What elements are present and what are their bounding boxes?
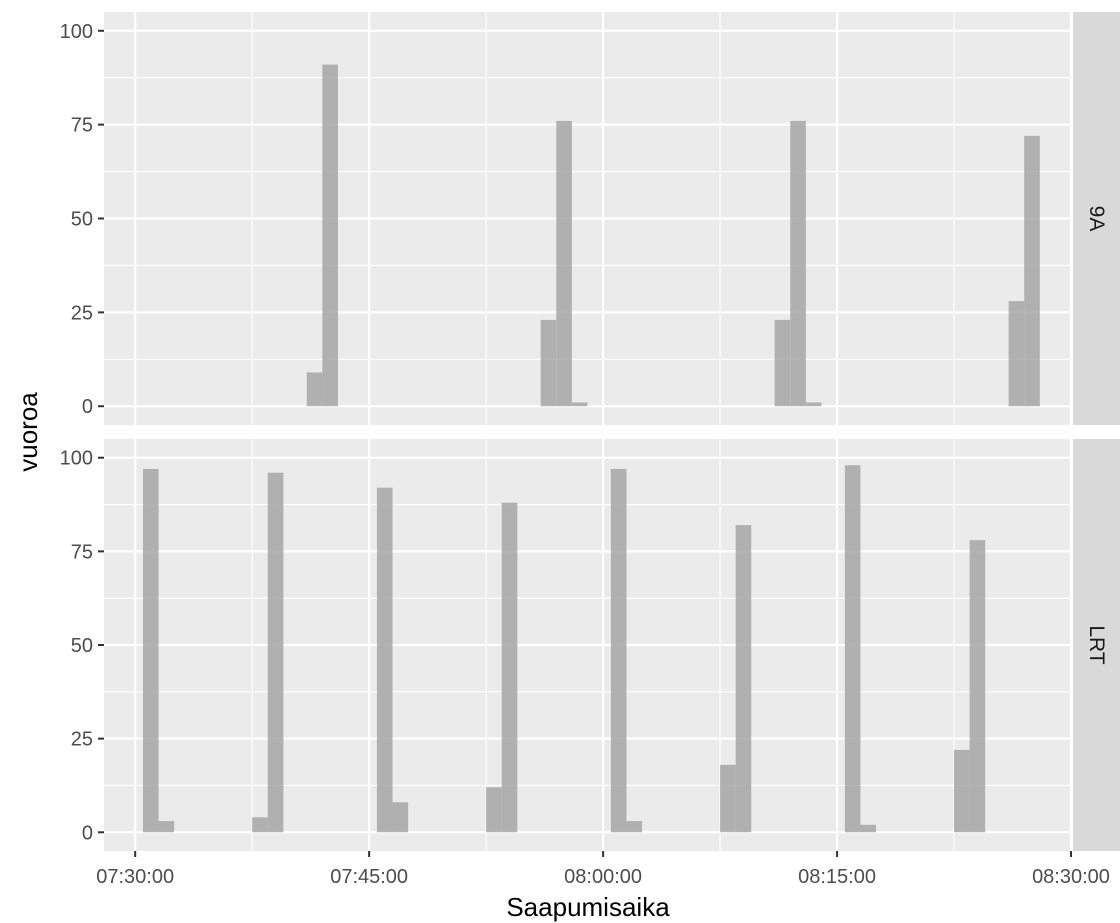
histogram-bar [969,540,986,833]
histogram-bar [267,472,284,833]
histogram-bar [540,319,557,407]
histogram-bar [774,319,791,407]
histogram-bar [501,502,518,833]
histogram-bar [556,120,572,407]
facet-strip-label: LRT [1085,625,1108,664]
facet-strip [1073,12,1120,425]
histogram-bar [954,749,970,833]
histogram-bar [860,824,877,833]
facet-strip-label: 9A [1085,206,1108,232]
facet-panel-lrt: 0 25 50 75 100 LRT [60,439,1120,851]
y-tick-label: 50 [71,209,93,231]
histogram-bar [376,487,393,833]
histogram-bar [1024,135,1040,407]
histogram-bar [306,372,323,407]
histogram-bar [735,525,752,833]
facet-panel-9a: 0 25 50 75 100 9A [60,12,1120,425]
histogram-bar [486,787,502,833]
y-tick-label: 75 [71,115,93,137]
y-tick-label: 25 [71,302,93,324]
histogram-bar [158,821,175,833]
x-tick-label: 07:30:00 [96,866,174,888]
histogram-bar [626,821,643,833]
facet-panels: 0 25 50 75 100 9A 0 25 50 75 100 LRT [60,12,1120,851]
y-tick-label: 50 [71,635,93,657]
facet-strip [1073,439,1120,851]
histogram-bar [790,120,806,407]
y-tick-label: 0 [82,822,93,844]
histogram-bar [844,465,861,833]
histogram-bar [805,402,822,407]
x-tick-label: 08:15:00 [798,866,876,888]
histogram-bar [252,817,268,833]
y-tick-label: 25 [71,729,93,751]
histogram-bar [720,764,736,833]
y-axis-title: vuoroa [13,392,43,472]
y-tick-label: 100 [60,448,93,470]
histogram-bar [571,402,588,407]
histogram-bar [610,468,627,833]
y-tick-label: 0 [82,396,93,418]
x-axis-title: Saapumisaika [506,892,670,922]
y-tick-label: 100 [60,21,93,43]
y-tick-label: 75 [71,541,93,563]
x-tick-label: 07:45:00 [330,866,408,888]
histogram-bar [142,468,159,833]
histogram-bar [392,802,409,833]
x-tick-label: 08:00:00 [564,866,642,888]
histogram-bar [322,64,338,407]
x-tick-label: 08:30:00 [1032,866,1110,888]
x-axis: 07:30:00 07:45:00 08:00:00 08:15:00 08:30:00 [96,851,1110,888]
histogram-bar [1008,301,1025,407]
